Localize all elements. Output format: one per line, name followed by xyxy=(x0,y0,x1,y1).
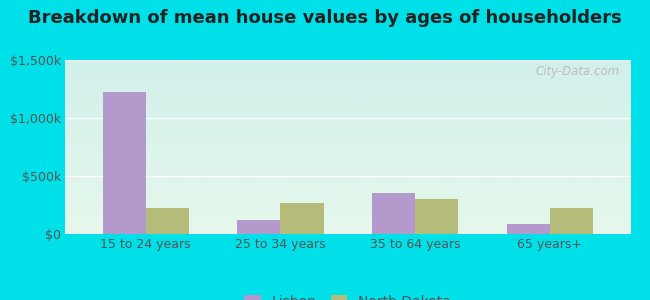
Bar xyxy=(146,208,189,234)
Bar xyxy=(506,224,550,234)
Bar xyxy=(280,203,324,234)
Bar xyxy=(237,220,280,234)
Bar xyxy=(372,194,415,234)
Legend: Lisbon, North Dakota: Lisbon, North Dakota xyxy=(239,290,457,300)
Text: Breakdown of mean house values by ages of householders: Breakdown of mean house values by ages o… xyxy=(28,9,622,27)
Text: City-Data.com: City-Data.com xyxy=(535,65,619,78)
Bar xyxy=(415,199,458,234)
Bar xyxy=(550,208,593,234)
Bar xyxy=(103,92,146,234)
